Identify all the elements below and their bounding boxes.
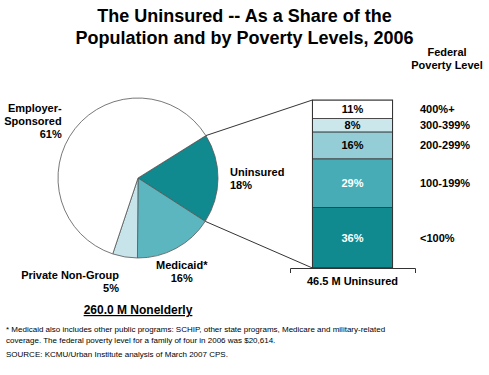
data-label: 36% xyxy=(341,232,363,244)
slice-label-line: Private Non-Group xyxy=(21,269,119,281)
slice-label-line: Sponsored xyxy=(4,115,61,127)
legend-entry: 100-199% xyxy=(420,177,470,189)
bar-labels: 36% <100% 29% 100-199% 16% 200-299% 8% 300-399%… xyxy=(341,103,470,244)
plot-frame xyxy=(312,100,392,268)
legend-title: FederalPoverty Level xyxy=(411,46,483,71)
connector-line xyxy=(205,221,312,268)
slice-label-line: Employer- xyxy=(8,102,62,114)
tick-label: 46.5 M Uninsured xyxy=(307,275,398,287)
footnote: SOURCE: KCMU/Urban Institute analysis of… xyxy=(6,350,228,359)
title-line: Population and by Poverty Levels, 2006 xyxy=(75,28,413,48)
connector-line xyxy=(206,100,313,136)
slice-label: Employer-Sponsored61% xyxy=(4,102,62,140)
legend-entry: <100% xyxy=(420,232,455,244)
footnote: coverage. The federal poverty level for … xyxy=(6,336,275,345)
bar-segment xyxy=(312,132,392,159)
data-label: 11% xyxy=(342,103,364,115)
axis-line xyxy=(291,269,416,274)
slice-label: Private Non-Group5% xyxy=(21,269,119,294)
slice-label-line: Uninsured xyxy=(230,166,284,178)
slice-label-line: 5% xyxy=(103,282,119,294)
legend-entry: 200-299% xyxy=(420,139,470,151)
data-label: 8% xyxy=(345,119,361,131)
legend-entry: 400%+ xyxy=(420,103,455,115)
slice-label-line: 61% xyxy=(40,128,62,140)
pie xyxy=(58,98,218,258)
slice-label-line: Medicaid* xyxy=(156,259,208,271)
data-label: 29% xyxy=(341,177,363,189)
chart-root: The Uninsured -- As a Share of thePopula… xyxy=(0,0,489,375)
slice-label-line: 16% xyxy=(171,272,193,284)
pie-slice xyxy=(137,178,205,258)
annotation: 260.0 M Nonelderly xyxy=(84,303,193,317)
title: The Uninsured -- As a Share of thePopula… xyxy=(75,6,413,48)
bar-segment xyxy=(312,100,392,118)
footnote: * Medicaid also includes other public pr… xyxy=(6,325,385,334)
bar-segment xyxy=(312,118,392,131)
legend-title-line: Federal xyxy=(427,46,466,58)
connectors xyxy=(205,100,312,268)
x-axis: 46.5 M Uninsured xyxy=(291,269,416,287)
title-line: The Uninsured -- As a Share of the xyxy=(97,6,391,26)
bar-marks xyxy=(312,100,392,268)
background xyxy=(0,0,489,375)
data-label: 16% xyxy=(341,139,363,151)
legend-title-line: Poverty Level xyxy=(411,59,483,71)
slice-label: Medicaid*16% xyxy=(156,259,208,284)
pie-slice xyxy=(58,98,206,254)
legend-entry: 300-399% xyxy=(420,119,470,131)
slice-label: Uninsured18% xyxy=(230,166,284,191)
bar-segment xyxy=(312,208,392,268)
pie-labels: Uninsured18% Medicaid*16% Private Non-Grou… xyxy=(4,102,284,294)
bar-segment xyxy=(312,159,392,208)
tick: 46.5 M Uninsured xyxy=(307,275,398,287)
slice-label-line: 18% xyxy=(230,179,252,191)
